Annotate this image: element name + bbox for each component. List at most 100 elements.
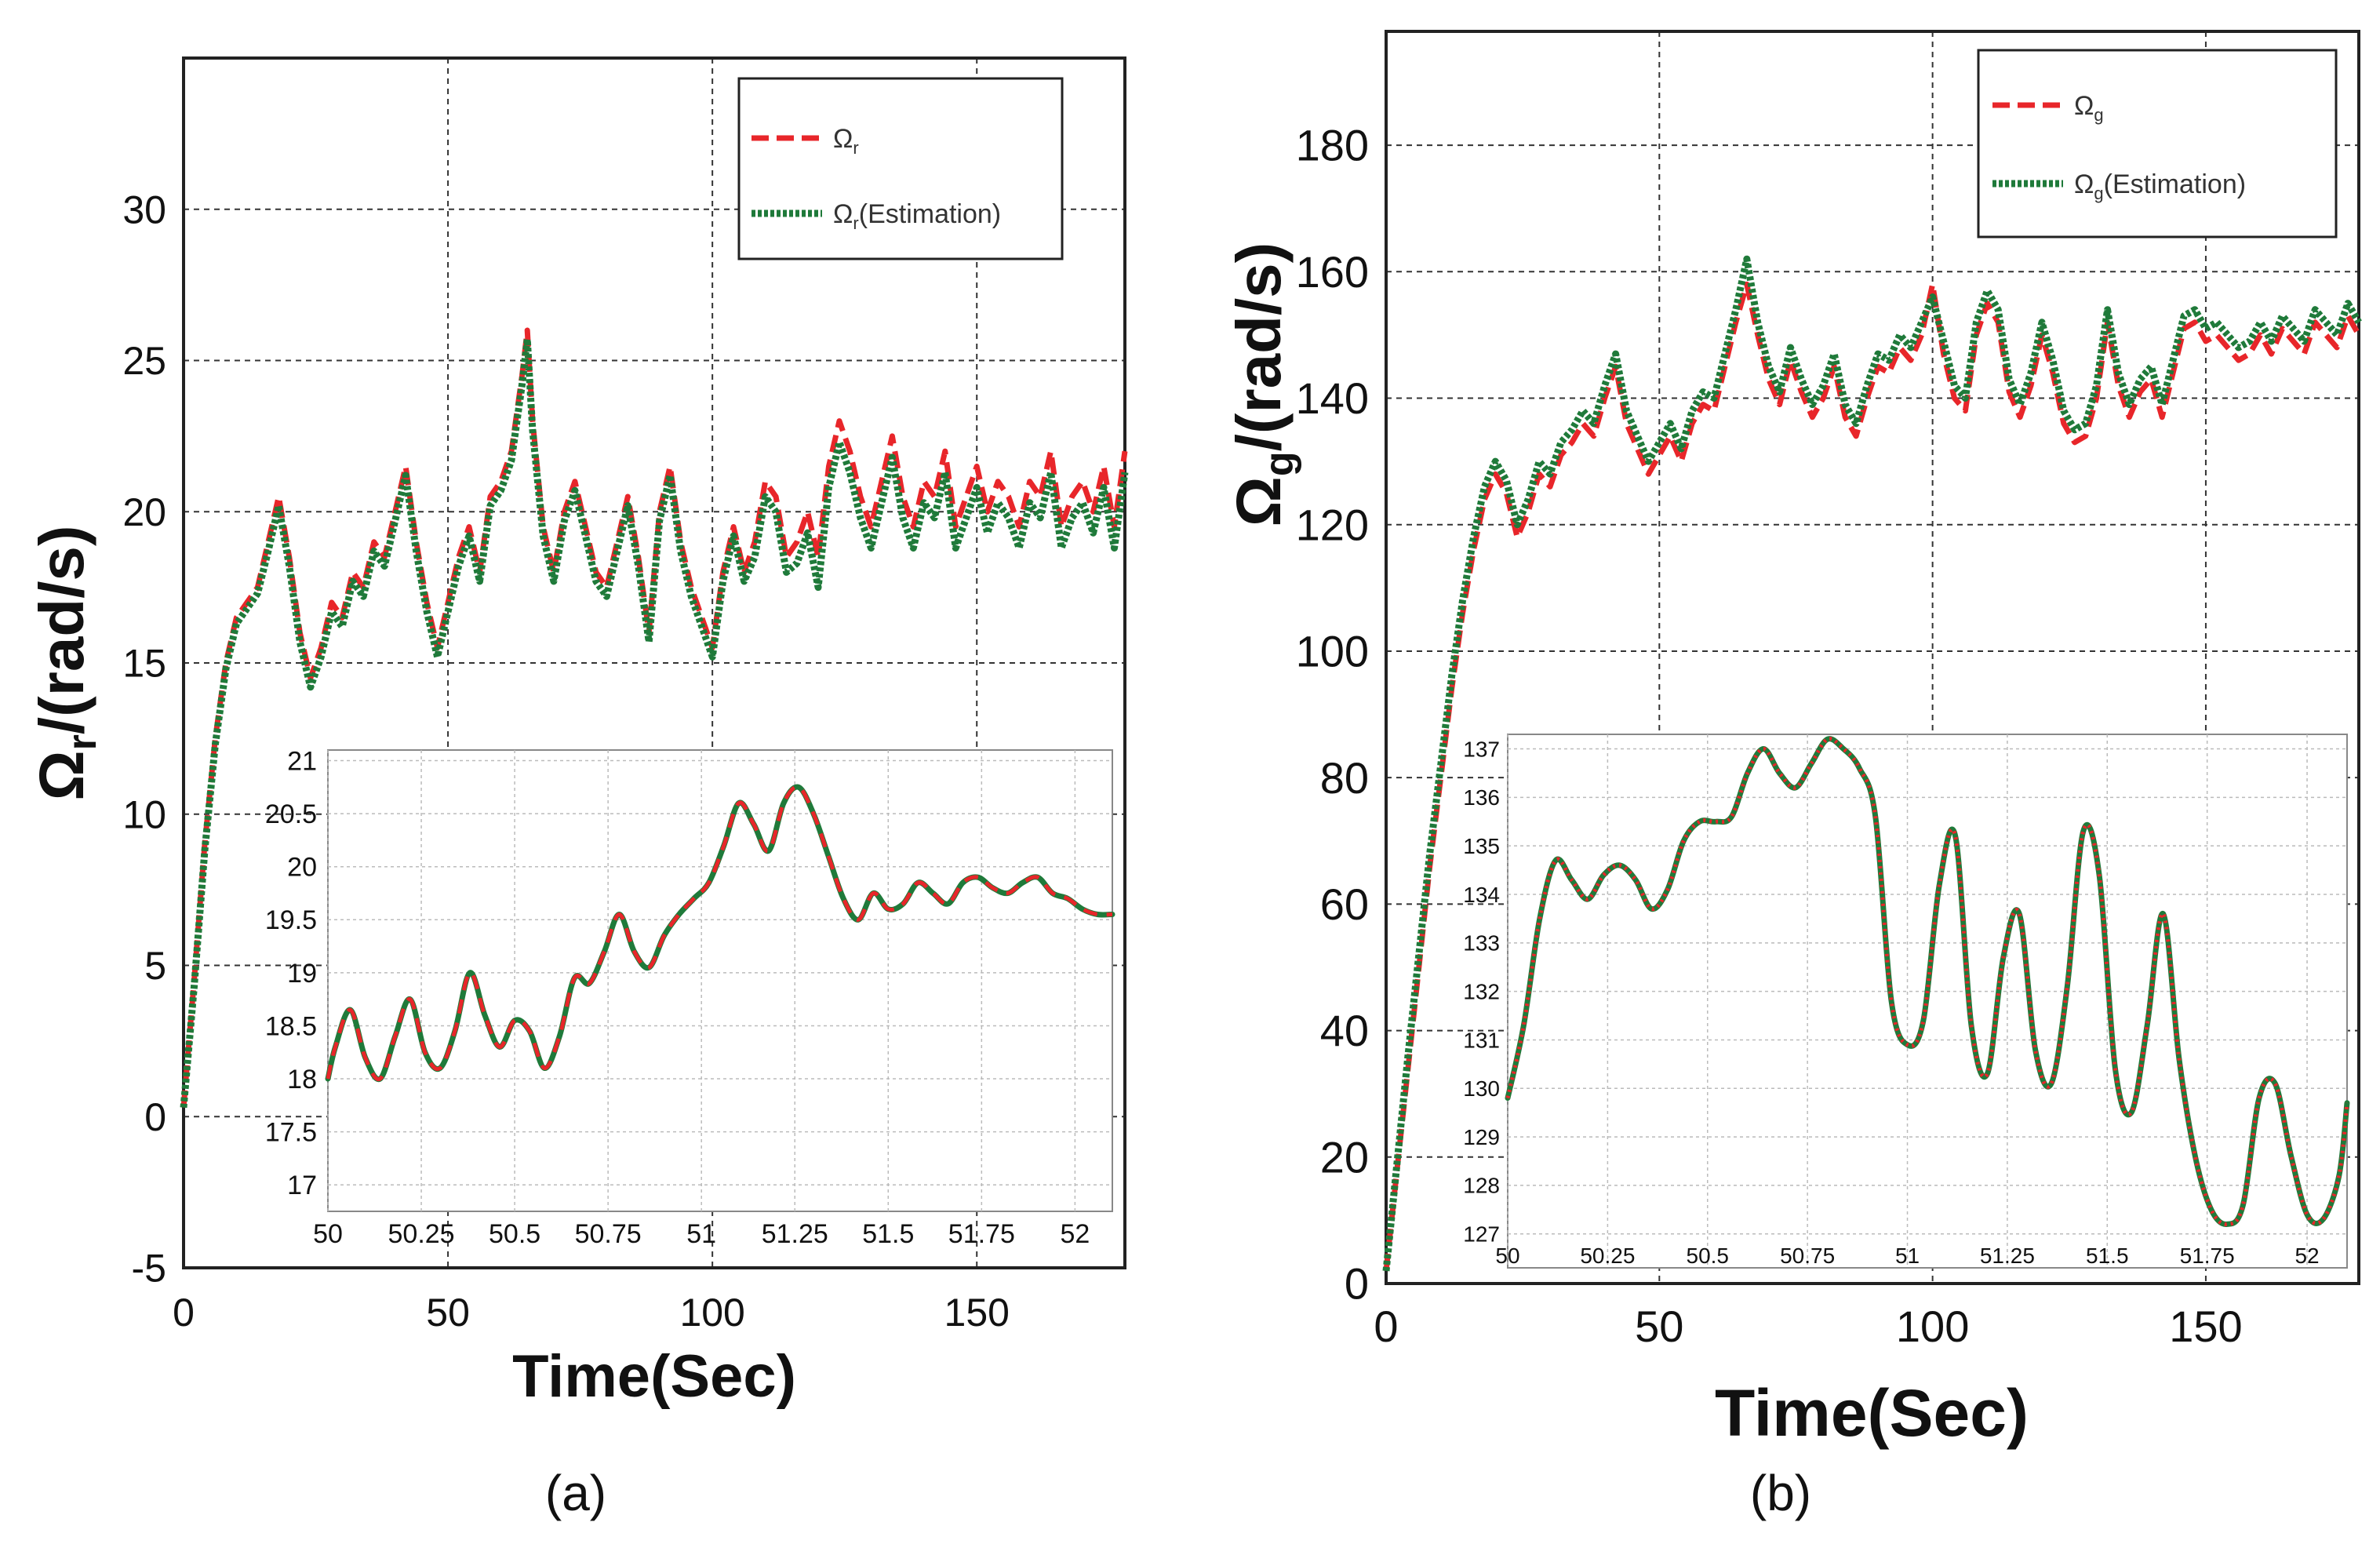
panel-b-y-tick-label: 60 <box>1320 879 1369 929</box>
panel-b-inset-y-tick-label: 137 <box>1463 737 1500 761</box>
panel-b-x-tick-label: 150 <box>2169 1302 2242 1351</box>
panel-a-series-estimation-line <box>180 336 1129 1109</box>
panel-b-x-ticks: 0 50 100 150 <box>1374 1302 2242 1351</box>
panel-b-legend-label-estimation: Ωg(Estimation) <box>2074 169 2246 203</box>
panel-a-x-ticks: 0 50 100 150 <box>173 1291 1010 1335</box>
panel-b-inset-estimation-line <box>1505 736 2350 1227</box>
panel-b-series-actual-line <box>1383 281 2362 1272</box>
panel-b-inset-y-tick-label: 130 <box>1463 1076 1500 1101</box>
panel-a-y-tick-label: 30 <box>122 188 166 231</box>
panel-b-inset-x-tick-label: 50.75 <box>1780 1244 1835 1268</box>
panel-b-y-tick-label: 40 <box>1320 1006 1369 1055</box>
panel-a-inset-y-tick-label: 19.5 <box>265 905 317 935</box>
panel-a-legend-label-estimation: Ωr(Estimation) <box>833 199 1001 233</box>
panel-b-inset: 50 50.25 50.5 50.75 51 51.25 51.5 51.75 52 12712… <box>1463 734 2350 1269</box>
panel-a-inset-x-tick-label: 52 <box>1060 1219 1090 1249</box>
panel-a-inset-x-ticks: 50 50.25 50.5 50.75 51 51.25 51.5 51.75 52 <box>313 1219 1090 1249</box>
panel-b-x-tick-label: 0 <box>1374 1302 1398 1351</box>
panel-b-y-tick-label: 120 <box>1296 500 1369 549</box>
panel-b-y-tick-label: 80 <box>1320 753 1369 803</box>
panel-b-series <box>1382 255 2362 1272</box>
panel-b-y-tick-label: 180 <box>1296 121 1369 170</box>
panel-a-inset-x-tick-label: 50 <box>313 1219 343 1249</box>
panel-a-inset-y-tick-label: 21 <box>287 746 317 776</box>
panel-b-y-tick-label: 160 <box>1296 247 1369 297</box>
panel-b-legend-label-actual: Ωg <box>2074 91 2104 125</box>
panel-b-inset-x-tick-label: 52 <box>2294 1244 2319 1268</box>
panel-a-caption: (a) <box>545 1465 606 1521</box>
panel-a-y-ticks: -5 0 5 10 15 20 25 30 <box>122 188 166 1290</box>
panel-b-inset-y-ticks: 127 128 129 130 131 132 133 134 135 136 137 <box>1463 737 1500 1246</box>
panel-a-inset-y-ticks: 17 17.5 18 18.5 19 19.5 20 20.5 21 <box>265 746 317 1200</box>
panel-a-inset-actual-line <box>326 785 1113 1082</box>
panel-a-y-tick-label: 5 <box>144 944 166 988</box>
panel-b-inset-y-tick-label: 133 <box>1463 931 1500 956</box>
panel-a-inset-y-tick-label: 18 <box>287 1065 317 1094</box>
panel-b-inset-x-tick-label: 51.25 <box>1980 1244 2035 1268</box>
panel-a-plot-frame <box>182 56 1126 1269</box>
panel-b-inset-x-tick-label: 51.75 <box>2180 1244 2235 1268</box>
panel-b-inset-grid <box>1507 734 2347 1268</box>
panel-b-y-axis-label: Ωg/(rad/s) <box>1224 242 1302 527</box>
panel-a-inset-y-tick-label: 17 <box>287 1171 317 1200</box>
panel-a-y-tick-label: 25 <box>122 339 166 383</box>
panel-a-inset-y-tick-label: 17.5 <box>265 1118 317 1148</box>
panel-b-y-ticks: 0 20 40 60 80 100 120 140 160 180 <box>1296 121 1369 1309</box>
panel-b-inset-y-tick-label: 134 <box>1463 883 1500 907</box>
panel-a-y-tick-label: 10 <box>122 792 166 836</box>
panel-b-inset-y-tick-label: 128 <box>1463 1174 1500 1198</box>
panel-b-inset-y-tick-label: 131 <box>1463 1028 1500 1052</box>
panel-b-inset-y-tick-label: 135 <box>1463 834 1500 858</box>
panel-b-caption: (b) <box>1750 1465 1811 1521</box>
panel-b-legend-box <box>1977 49 2338 239</box>
panel-a-inset-y-tick-label: 20 <box>287 853 317 883</box>
panel-b-inset-x-tick-label: 50.25 <box>1580 1244 1635 1268</box>
panel-a-x-tick-label: 150 <box>944 1291 1010 1335</box>
panel-b-inset-x-tick-label: 50 <box>1495 1244 1519 1268</box>
panel-b-y-tick-label: 100 <box>1296 627 1369 676</box>
panel-a-inset-x-tick-label: 50.5 <box>489 1219 540 1249</box>
panel-b-inset-x-ticks: 50 50.25 50.5 50.75 51 51.25 51.5 51.75 52 <box>1495 1244 2319 1268</box>
panel-a-x-tick-label: 0 <box>173 1291 195 1335</box>
panel-a-inset-background <box>327 749 1113 1212</box>
panel-b-inset-x-tick-label: 51 <box>1895 1244 1920 1268</box>
panel-a-inset-y-tick-label: 18.5 <box>265 1011 317 1041</box>
panel-b-legend: Ωg Ωg(Estimation) <box>1977 49 2338 239</box>
panel-a-y-axis-label: Ωr/(rad/s) <box>27 525 105 800</box>
panel-a-inset-x-tick-label: 51.25 <box>762 1219 828 1249</box>
panel-a-inset-x-tick-label: 50.25 <box>388 1219 455 1249</box>
panel-a-y-tick-label: 20 <box>122 490 166 534</box>
panel-a-inset-x-tick-label: 51.5 <box>862 1219 914 1249</box>
panel-a-inset-series <box>325 784 1115 1083</box>
panel-a-x-axis-label: Time(Sec) <box>512 1343 796 1410</box>
panel-a-y-tick-label: 0 <box>144 1095 166 1139</box>
panel-b-series-estimation-line <box>1382 255 2362 1272</box>
panel-b-x-tick-label: 50 <box>1635 1302 1683 1351</box>
panel-a-series <box>180 327 1129 1109</box>
panel-a-legend-box <box>737 77 1064 260</box>
panel-a-inset: 50 50.25 50.5 50.75 51 51.25 51.5 51.75 52 17 17.… <box>265 746 1115 1249</box>
panel-b-inset-y-tick-label: 136 <box>1463 785 1500 810</box>
panel-b-y-tick-label: 20 <box>1320 1132 1369 1182</box>
panel-a-y-tick-label: 15 <box>122 642 166 686</box>
panel-a-inset-y-tick-label: 20.5 <box>265 799 317 829</box>
panel-b-inset-x-tick-label: 50.5 <box>1687 1244 1730 1268</box>
panel-a-x-tick-label: 100 <box>679 1291 744 1335</box>
panel-a-inset-y-tick-label: 19 <box>287 959 317 989</box>
panel-a-x-tick-label: 50 <box>426 1291 470 1335</box>
panel-b-y-tick-label: 0 <box>1345 1259 1369 1309</box>
panel-b-inset-series <box>1505 736 2350 1227</box>
panel-a-inset-grid <box>327 750 1112 1211</box>
panel-b-inset-y-tick-label: 127 <box>1463 1222 1500 1247</box>
panel-b-plot-frame <box>1385 30 2360 1285</box>
panel-a-y-tick-label: -5 <box>132 1247 166 1291</box>
panel-b-x-tick-label: 100 <box>1896 1302 1969 1351</box>
panel-a-inset-x-tick-label: 51.75 <box>948 1219 1015 1249</box>
panel-a-inset-x-tick-label: 50.75 <box>575 1219 642 1249</box>
panel-b-inset-y-tick-label: 129 <box>1463 1125 1500 1149</box>
panel-a-inset-x-tick-label: 51 <box>686 1219 716 1249</box>
panel-b-y-tick-label: 140 <box>1296 373 1369 423</box>
panel-b-inset-y-tick-label: 132 <box>1463 979 1500 1003</box>
